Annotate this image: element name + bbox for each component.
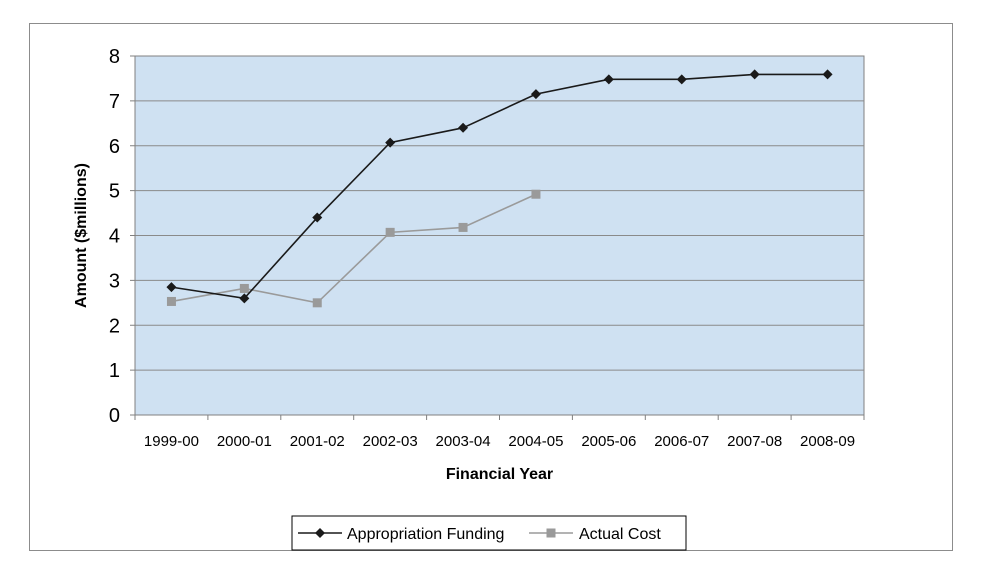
data-point-diamond	[749, 69, 760, 80]
legend-label: Actual Cost	[579, 526, 661, 543]
data-point-diamond	[822, 69, 833, 80]
y-tick-label: 7	[109, 91, 120, 113]
series-appropriation-funding	[166, 69, 833, 304]
x-tick-label: 2005-06	[581, 433, 636, 450]
data-point-square	[546, 528, 556, 538]
series-line	[171, 193, 537, 304]
data-point-diamond	[312, 212, 323, 223]
legend-box	[291, 515, 687, 551]
data-point-diamond	[676, 74, 687, 85]
data-point-square	[312, 298, 322, 308]
y-tick-label: 8	[109, 46, 120, 68]
legend-entry-actual-cost: Actual Cost	[529, 526, 661, 543]
series-layer	[166, 69, 833, 308]
series-line	[171, 73, 828, 300]
data-point-square	[166, 296, 176, 306]
y-tick-label: 6	[109, 136, 120, 158]
legend: Appropriation Funding Actual Cost	[291, 515, 687, 551]
y-tick-label: 1	[109, 360, 120, 382]
y-tick-label: 2	[109, 315, 120, 337]
gridlines	[135, 100, 864, 371]
legend-entry-appropriation-funding: Appropriation Funding	[298, 526, 504, 543]
series-actual-cost	[166, 189, 541, 308]
data-point-diamond	[239, 293, 250, 304]
data-point-square	[385, 227, 395, 237]
y-axis-title: Amount ($millions)	[73, 163, 90, 308]
axes	[130, 55, 865, 420]
data-point-diamond	[166, 282, 177, 293]
data-point-square	[531, 189, 541, 199]
data-point-diamond	[315, 528, 325, 538]
x-tick-label: 2002-03	[363, 433, 418, 450]
y-tick-labels: 0 1 2 3 4 5 6 7 8	[109, 46, 120, 427]
y-tick-label: 3	[109, 270, 120, 292]
data-point-diamond	[458, 122, 469, 133]
x-tick-label: 2001-02	[290, 433, 345, 450]
data-point-diamond	[385, 137, 396, 148]
x-tick-labels: 1999-00 2000-01 2001-02 2002-03 2003-04 2004-…	[144, 433, 855, 450]
y-tick-label: 4	[109, 226, 120, 248]
legend-label: Appropriation Funding	[347, 526, 504, 543]
x-tick-label: 2006-07	[654, 433, 709, 450]
data-point-diamond	[603, 74, 614, 85]
x-tick-label: 2003-04	[436, 433, 491, 450]
x-axis-title: Financial Year	[446, 466, 553, 483]
data-point-diamond	[530, 89, 541, 100]
x-tick-label: 2004-05	[508, 433, 563, 450]
x-tick-label: 2007-08	[727, 433, 782, 450]
y-tick-label: 0	[109, 405, 120, 427]
x-tick-label: 2008-09	[800, 433, 855, 450]
data-point-square	[458, 222, 468, 232]
data-point-square	[239, 283, 249, 293]
y-tick-label: 5	[109, 181, 120, 203]
x-tick-label: 1999-00	[144, 433, 199, 450]
x-tick-label: 2000-01	[217, 433, 272, 450]
